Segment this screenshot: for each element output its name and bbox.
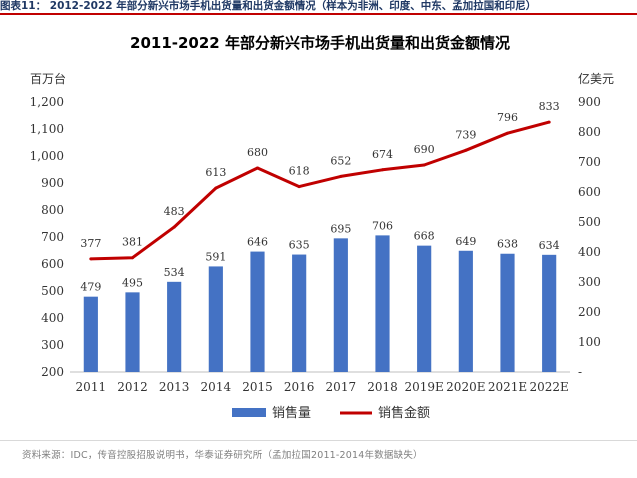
bar [292,254,307,372]
y-left-tick-label: 500 [41,284,64,298]
x-tick-label: 2021E [488,380,527,394]
y-left-tick-label: 1,100 [30,122,64,136]
line-data-label: 381 [122,236,143,249]
chart: 2011-2022 年部分新兴市场手机出货量和出货金额情况 百万台 亿美元 47… [30,34,614,421]
bar [167,281,182,372]
x-tick-label: 2020E [446,380,485,394]
bar [83,296,98,372]
line-data-label: 618 [289,165,310,178]
line-data-label: 680 [247,146,268,159]
line-point [464,148,468,152]
line-point [506,131,509,135]
x-tick-label: 2011 [76,380,107,394]
bar-data-label: 649 [455,235,476,248]
y-right-tick-label: 800 [578,125,601,139]
line-point [172,225,176,229]
x-tick-label: 2014 [201,380,232,394]
x-tick-label: 2022E [530,380,569,394]
figure-caption: 图表11： 2012-2022 年部分新兴市场手机出货量和出货金额情况（样本为非… [0,0,537,12]
y-right-tick-label: 700 [578,155,601,169]
y-right-tick-label: 500 [578,215,601,229]
bars [83,235,557,372]
ticks: 200 300 400 500 600 700 800 900 1,000 1,100 1,200 -… [30,95,601,394]
bar-data-label: 634 [539,239,560,252]
source-rule [0,440,637,441]
y-left-tick-label: 600 [41,257,64,271]
bar-data-label: 638 [497,238,518,251]
y-left-tick-label: 300 [41,338,64,352]
x-tick-label: 2016 [284,380,315,394]
line-data-label: 483 [164,205,185,218]
line-labels: 377 381 483 613 680 618 652 674 690 739 796 833 [80,100,559,250]
x-tick-label: 2013 [159,380,190,394]
y-left-tick-label: 700 [41,230,64,244]
bar-data-label: 706 [372,219,393,232]
legend-swatch-bar [232,408,266,417]
y-right-tick-label: 400 [578,245,601,259]
y-left-label: 百万台 [30,71,66,86]
line-point [256,166,259,170]
line-data-label: 690 [414,143,435,156]
y-right-tick-label: 600 [578,185,601,199]
y-left-tick-label: 800 [41,203,64,217]
bar-data-label: 646 [247,236,268,249]
x-tick-label: 2012 [117,380,148,394]
source-note: 资料来源：IDC，传音控股招股说明书，华泰证券研究所（孟加拉国2011-2014… [22,450,423,461]
bar [375,235,390,372]
line-point [297,185,301,189]
bar-data-label: 495 [122,276,143,289]
bar-data-label: 695 [330,222,351,235]
y-left-tick-label: 1,200 [30,95,64,109]
line-point [89,257,93,261]
line-data-label: 613 [205,166,226,179]
legend: 销售量 销售金额 [232,405,430,421]
bar [208,266,223,372]
y-left-tick-label: 1,000 [30,149,64,163]
line-point [381,168,384,172]
y-left-tick-label: 900 [41,176,64,190]
bar [458,250,473,372]
y-right-tick-label: - [578,365,582,379]
legend-label-line: 销售金额 [378,405,430,421]
bar [125,292,140,372]
line-point [214,186,218,190]
bar [542,254,557,372]
line-point [339,174,343,178]
line-point [547,120,551,124]
line-data-label: 833 [539,100,560,113]
line-data-label: 377 [80,237,101,250]
x-tick-label: 2019E [405,380,444,394]
line-data-label: 739 [455,128,476,141]
y-right-tick-label: 300 [578,275,601,289]
bar [500,253,515,372]
x-tick-label: 2018 [367,380,398,394]
line-point [422,163,426,167]
x-tick-label: 2015 [242,380,273,394]
legend-label-bar: 销售量 [272,405,311,421]
y-left-tick-label: 200 [41,365,64,379]
y-right-label: 亿美元 [578,71,614,86]
y-right-tick-label: 900 [578,95,601,109]
bar-data-label: 479 [80,281,101,294]
y-right-tick-label: 200 [578,305,601,319]
line-series [89,120,551,261]
bar [333,238,348,372]
line-data-label: 652 [330,154,351,167]
line-data-label: 674 [372,148,393,161]
chart-title: 2011-2022 年部分新兴市场手机出货量和出货金额情况 [130,34,510,52]
line-data-label: 796 [497,111,518,124]
bar [417,245,432,372]
y-right-tick-label: 100 [578,335,601,349]
bar [250,251,265,372]
bar-data-label: 635 [289,239,310,252]
y-left-tick-label: 400 [41,311,64,325]
series-line [90,120,550,261]
x-tick-label: 2017 [326,380,357,394]
bar-data-label: 591 [205,250,226,263]
caption-rule [0,13,637,15]
bar-data-label: 534 [164,266,185,279]
line-point [131,256,134,260]
bar-data-label: 668 [414,230,435,243]
bar-labels: 479 495 534 591 646 635 695 706 668 649 638 634 [80,219,559,293]
